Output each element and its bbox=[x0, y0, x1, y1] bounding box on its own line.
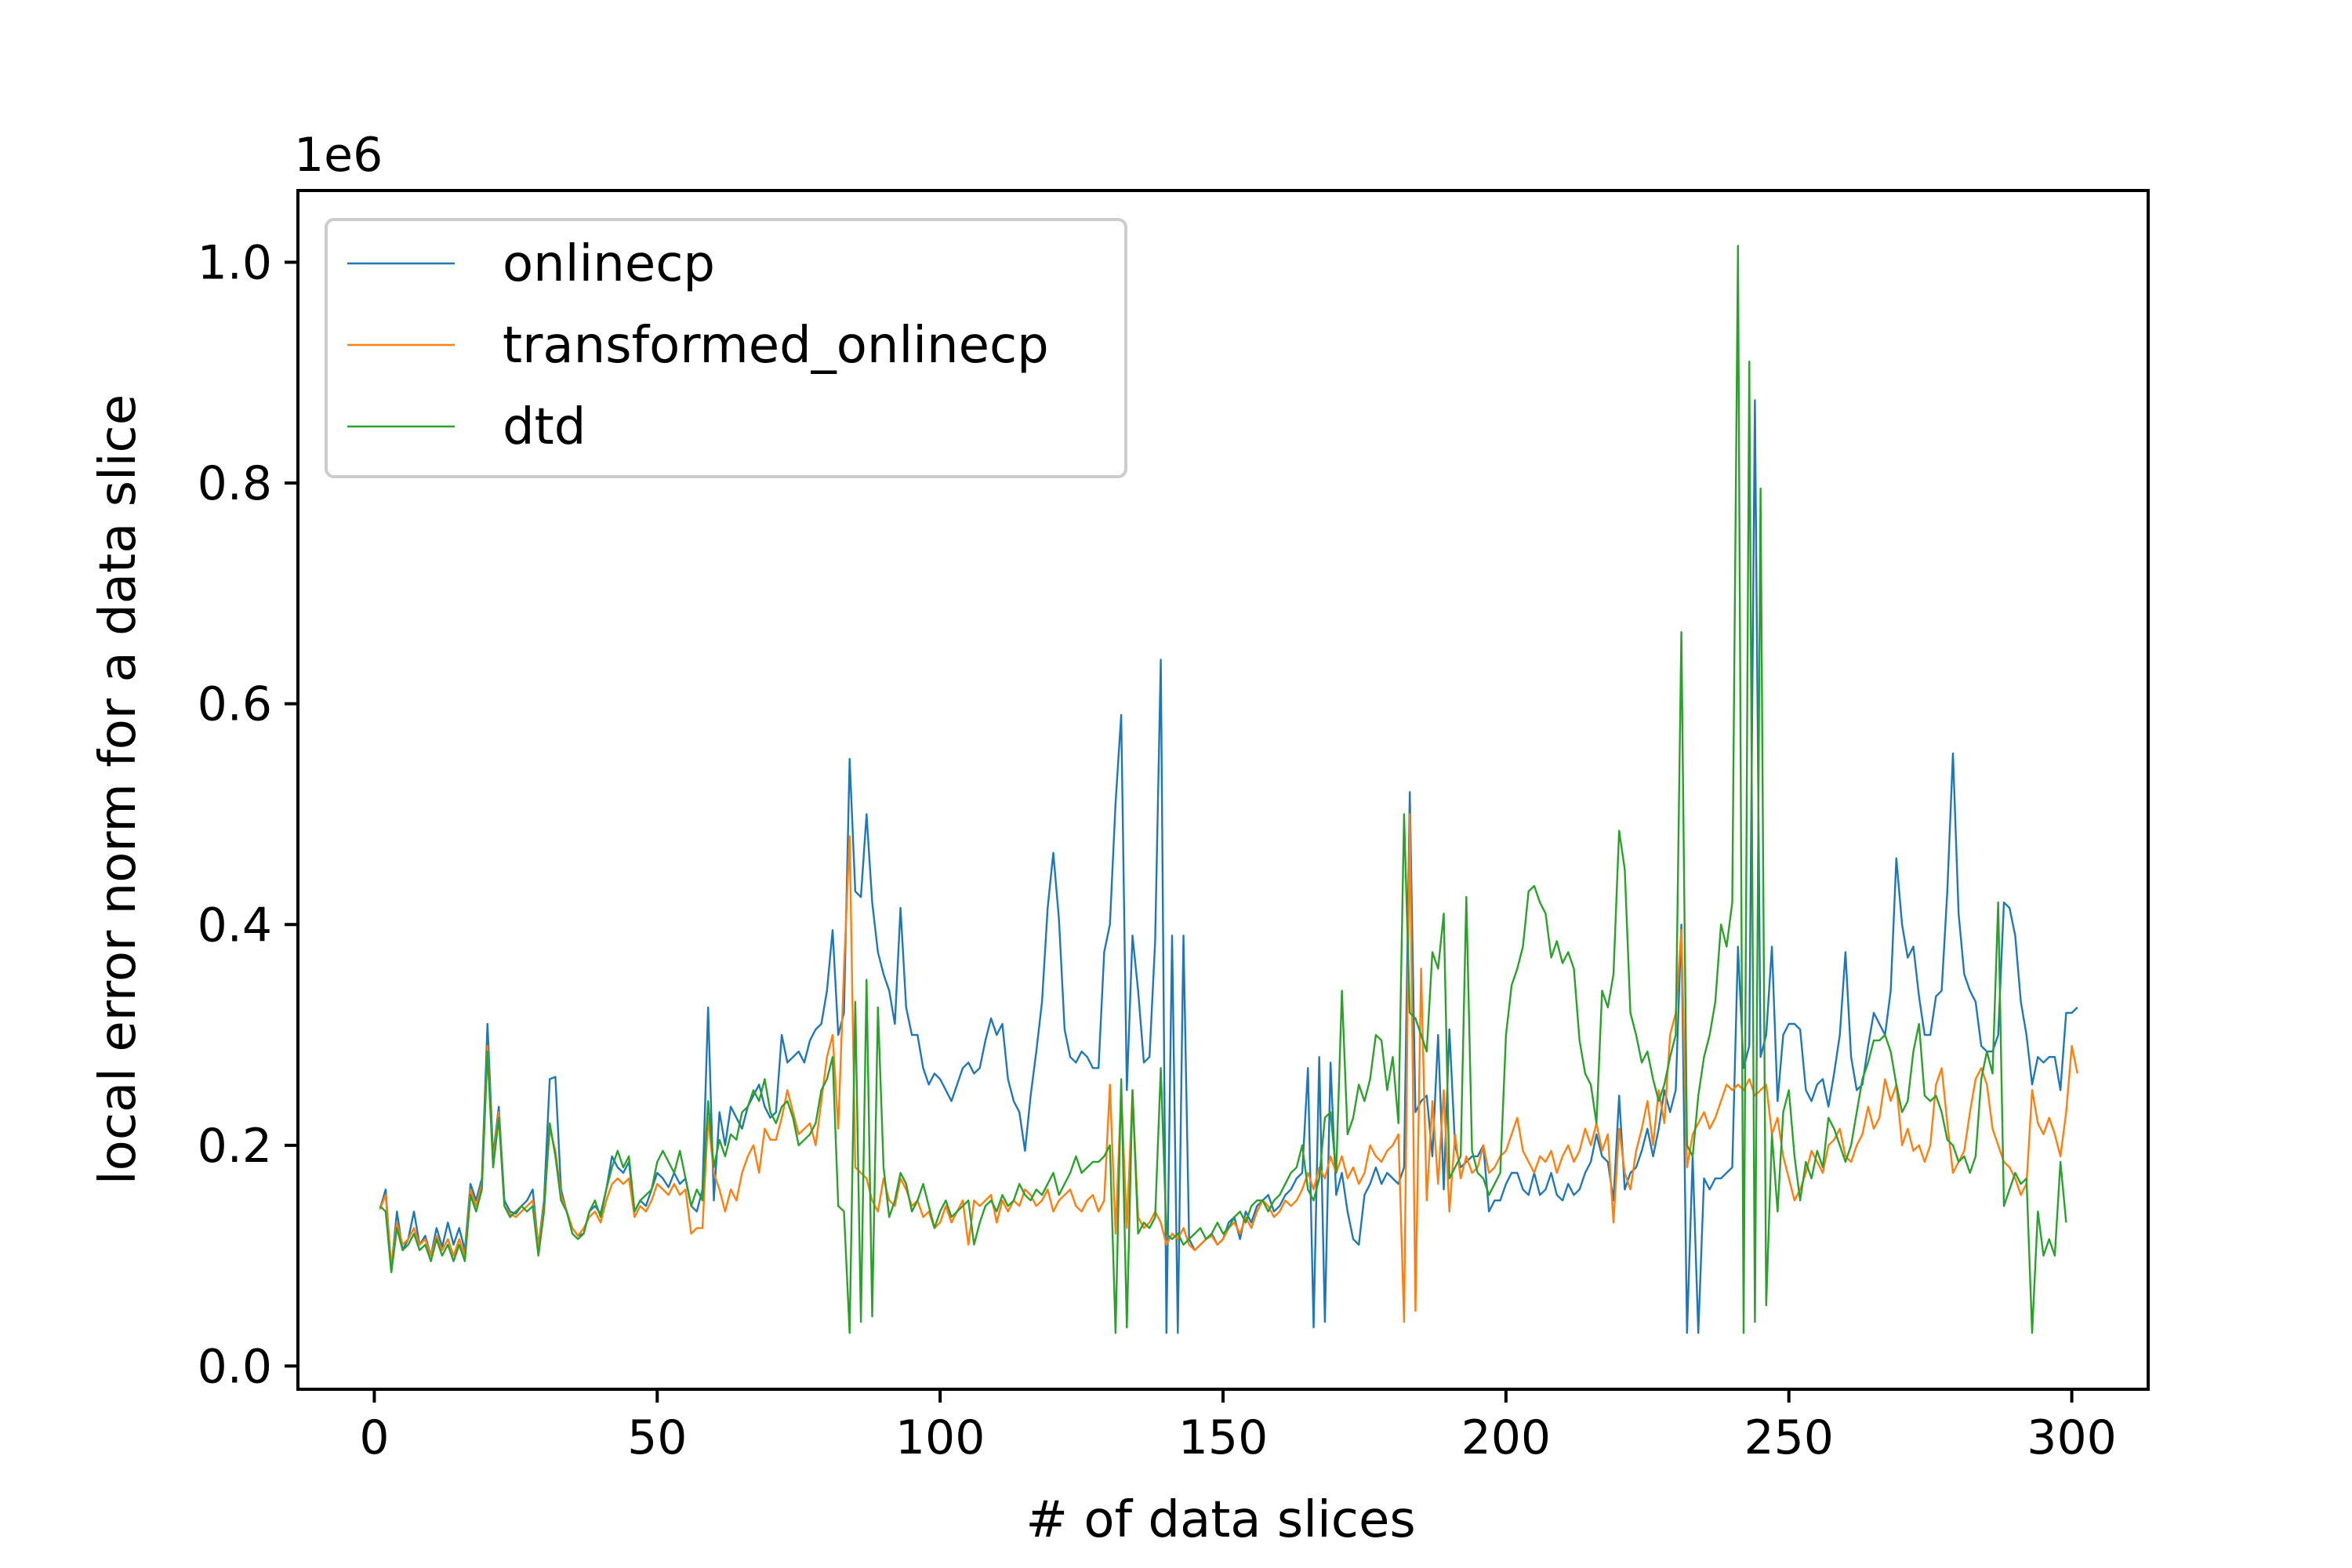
series-layer bbox=[379, 245, 2078, 1334]
x-axis-ticks: 0 50 100 150 200 250 300 bbox=[359, 1389, 2117, 1465]
x-tick-label: 300 bbox=[2027, 1410, 2117, 1465]
y-axis-ticks: 0.0 0.2 0.4 0.6 0.8 1.0 bbox=[198, 236, 298, 1394]
series-line-onlinecp bbox=[379, 399, 2078, 1334]
y-tick-label: 0.4 bbox=[198, 898, 272, 953]
y-tick-label: 0.0 bbox=[198, 1339, 272, 1394]
y-tick-label: 0.2 bbox=[198, 1119, 272, 1174]
y-axis-title: local error norm for a data slice bbox=[89, 394, 147, 1185]
y-tick-label: 0.8 bbox=[198, 456, 272, 511]
legend-label-onlinecp: onlinecp bbox=[503, 235, 715, 293]
x-tick-label: 200 bbox=[1461, 1410, 1552, 1465]
x-tick-label: 0 bbox=[359, 1410, 389, 1465]
x-tick-label: 50 bbox=[627, 1410, 687, 1465]
x-axis-title: # of data slices bbox=[1025, 1491, 1415, 1549]
x-tick-label: 250 bbox=[1744, 1410, 1834, 1465]
legend-label-dtd: dtd bbox=[503, 398, 586, 456]
legend-frame bbox=[325, 218, 1127, 478]
series-line-dtd bbox=[379, 245, 2067, 1334]
x-tick-label: 150 bbox=[1178, 1410, 1269, 1465]
y-offset-label: 1e6 bbox=[294, 128, 383, 183]
x-tick-label: 100 bbox=[895, 1410, 985, 1465]
y-tick-label: 0.6 bbox=[198, 677, 272, 732]
y-tick-label: 1.0 bbox=[198, 236, 272, 291]
legend-label-transformed_onlinecp: transformed_onlinecp bbox=[503, 317, 1049, 375]
